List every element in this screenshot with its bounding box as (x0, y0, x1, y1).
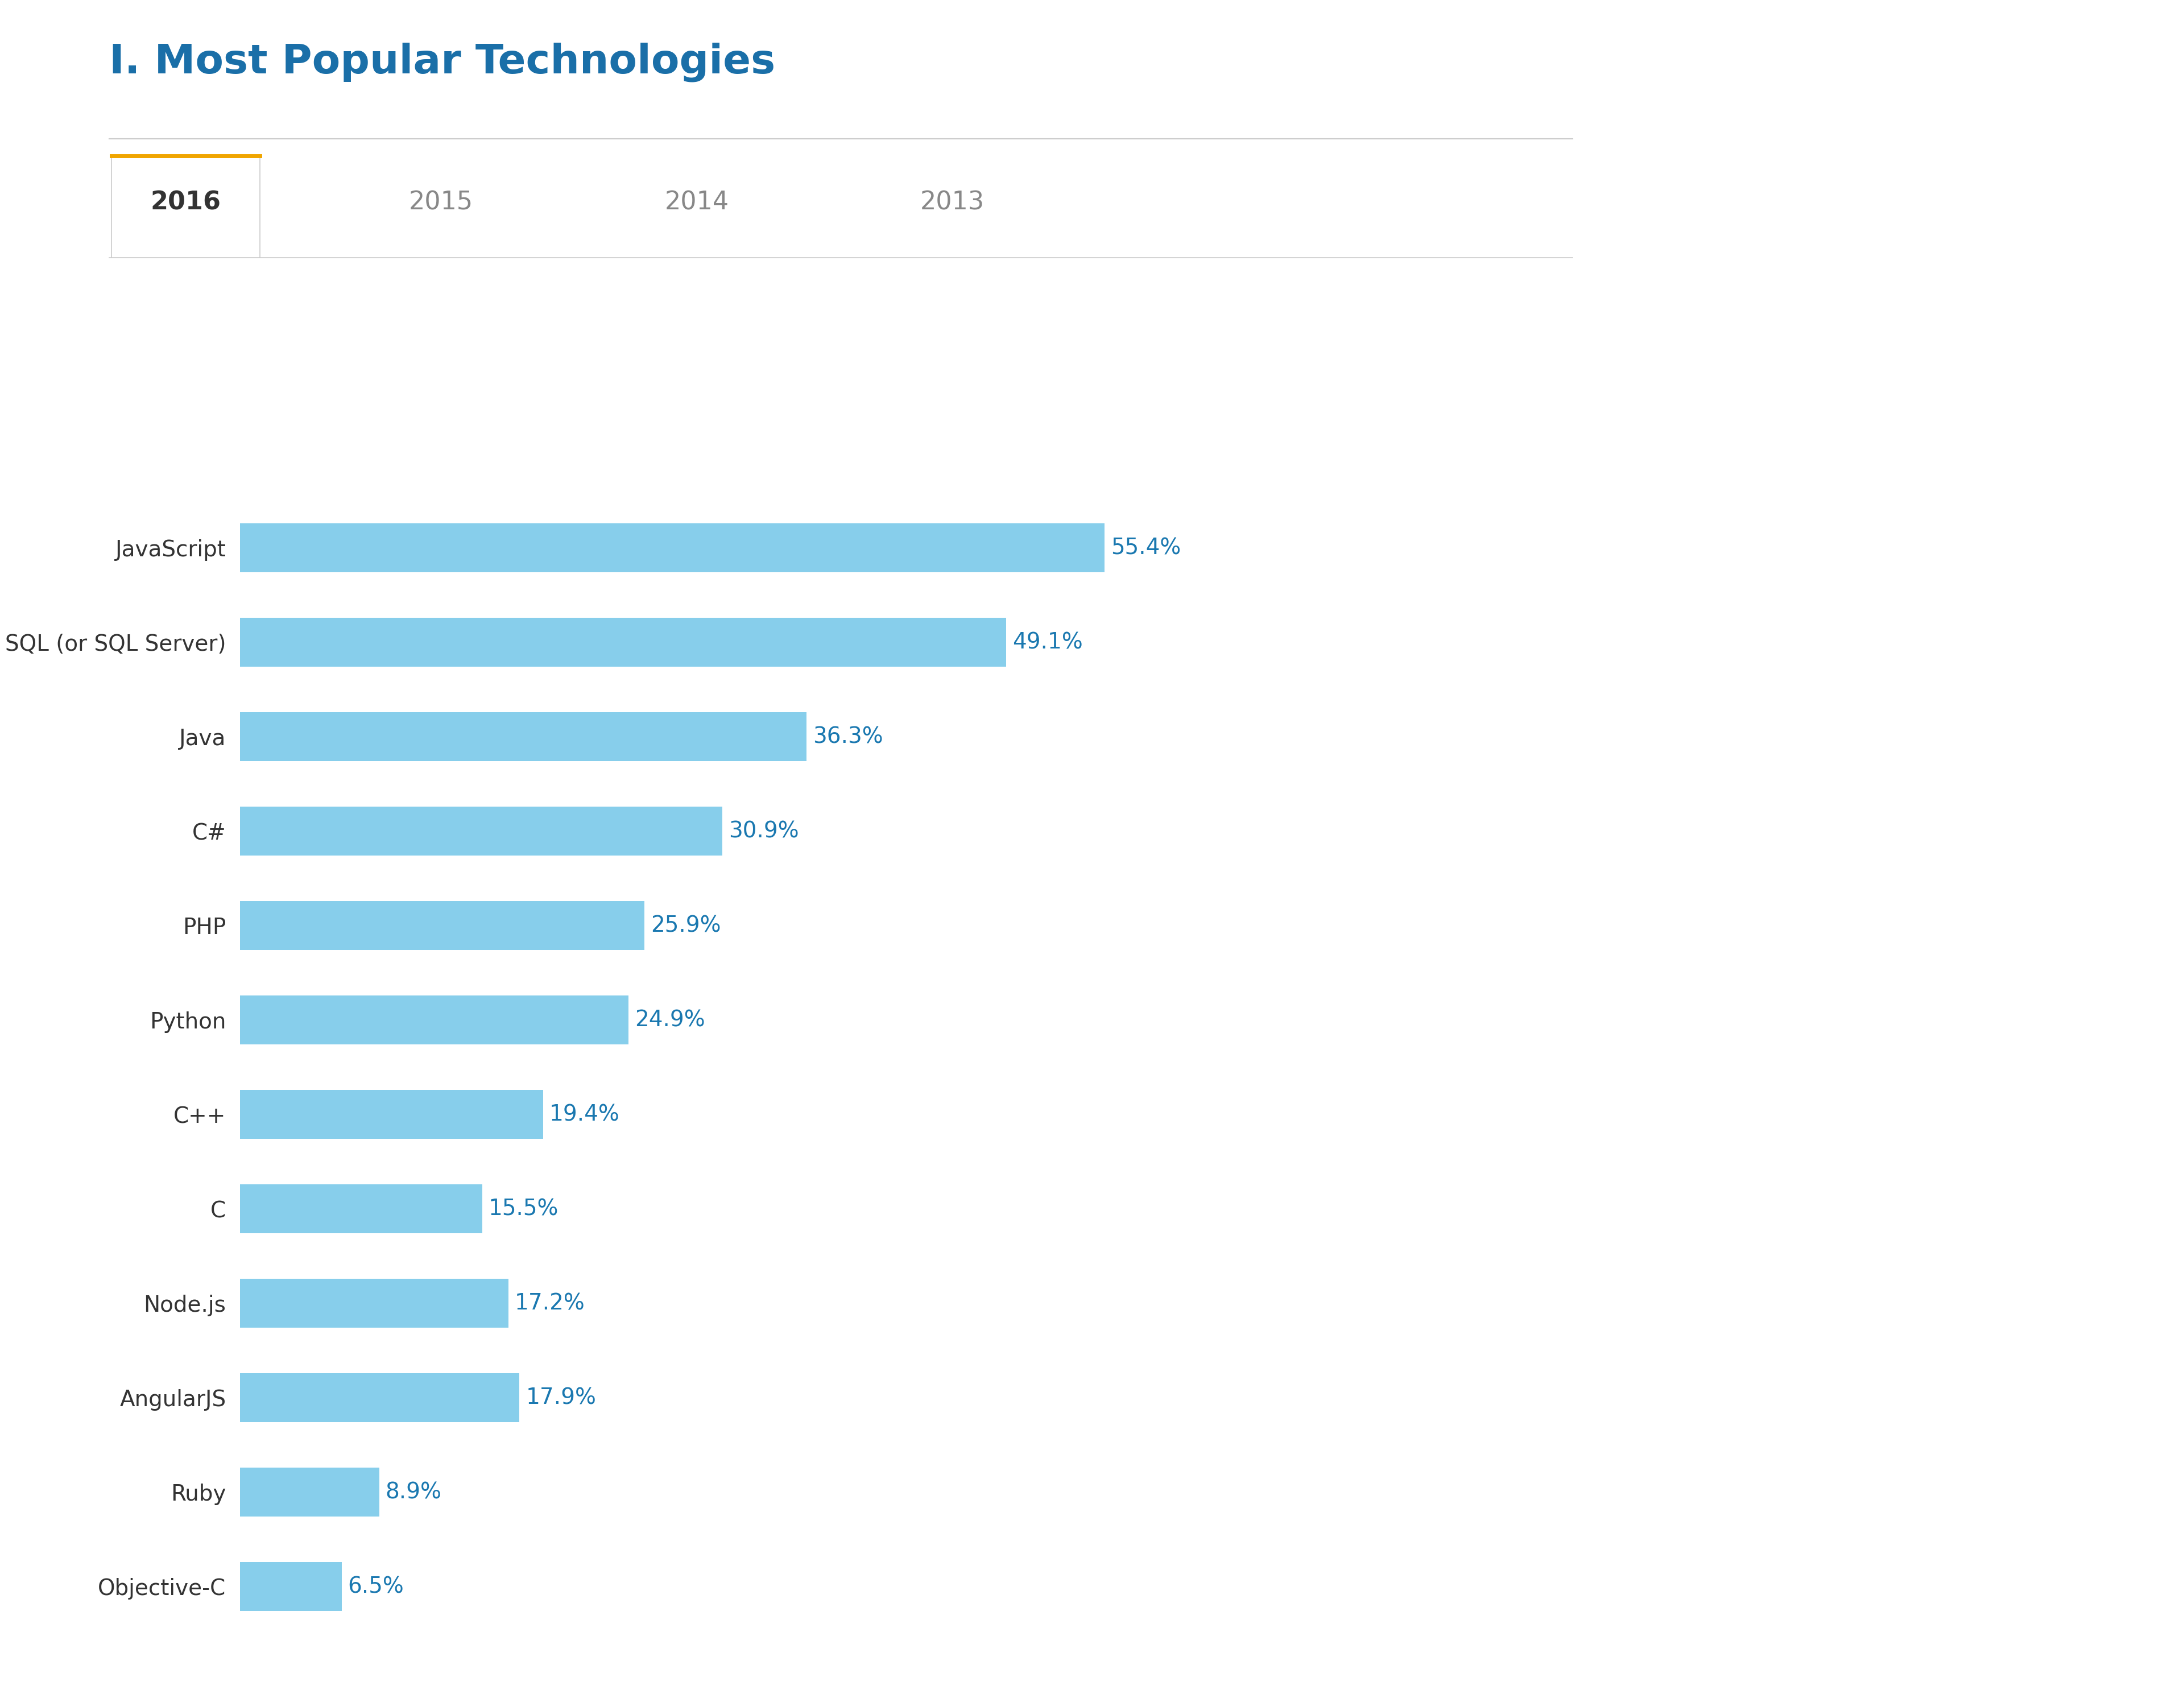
Bar (240, 1467, 380, 1516)
Bar (240, 1089, 544, 1138)
Text: 6.5%: 6.5% (347, 1575, 404, 1597)
Text: 15.5%: 15.5% (489, 1198, 559, 1220)
Bar (240, 901, 644, 950)
Text: 30.9%: 30.9% (729, 820, 799, 842)
Text: 2013: 2013 (919, 190, 985, 215)
Bar (240, 523, 1105, 573)
Text: 8.9%: 8.9% (384, 1481, 441, 1503)
Text: 17.2%: 17.2% (515, 1293, 585, 1315)
Bar (240, 1279, 509, 1328)
Bar (240, 996, 629, 1045)
Bar (240, 1374, 520, 1423)
Text: I. Most Popular Technologies: I. Most Popular Technologies (109, 42, 775, 81)
Text: 55.4%: 55.4% (1112, 537, 1182, 559)
Bar (240, 1562, 341, 1611)
Bar (240, 711, 806, 761)
Text: 2014: 2014 (664, 190, 729, 215)
Text: 19.4%: 19.4% (548, 1103, 620, 1125)
Text: 36.3%: 36.3% (812, 727, 882, 747)
Bar (240, 618, 1007, 667)
Bar (240, 1184, 483, 1233)
Text: 49.1%: 49.1% (1013, 632, 1083, 654)
Text: 25.9%: 25.9% (651, 915, 721, 937)
Text: 2015: 2015 (408, 190, 474, 215)
Text: 17.9%: 17.9% (526, 1387, 596, 1408)
Text: 24.9%: 24.9% (636, 1010, 705, 1032)
Text: 2016: 2016 (151, 190, 221, 215)
Bar (240, 806, 723, 855)
